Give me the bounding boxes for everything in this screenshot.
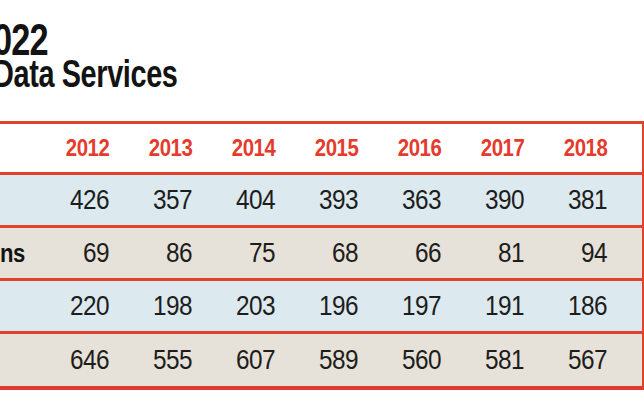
cell-value: 203: [236, 290, 275, 322]
value-cell: 381: [524, 184, 607, 216]
cell-value: 404: [236, 184, 275, 216]
value-cell: 66: [358, 237, 441, 269]
cell-value: 555: [153, 344, 192, 376]
cell-value: 560: [402, 344, 441, 376]
year-header-label: 2014: [231, 134, 275, 162]
cell-value: 94: [581, 237, 607, 269]
table-row: 646 555 607 589 560 581 567: [0, 334, 644, 386]
year-header-label: 2016: [397, 134, 441, 162]
table-header-row: 2012 2013 2014 2015 2016 2017 2018: [0, 124, 644, 172]
value-cell: 567: [524, 344, 607, 376]
value-cell: 393: [275, 184, 358, 216]
cell-value: 589: [319, 344, 358, 376]
cell-value: 66: [415, 237, 441, 269]
value-cell: 186: [524, 290, 607, 322]
year-header: 2012: [26, 134, 109, 162]
value-cell: 197: [358, 290, 441, 322]
value-cell: 203: [192, 290, 275, 322]
value-cell: 363: [358, 184, 441, 216]
page-title: 022 Data Services: [0, 22, 236, 91]
page-title-line2: Data Services: [0, 58, 178, 91]
value-cell: 404: [192, 184, 275, 216]
row-label-cell: [0, 351, 26, 369]
cell-value: 86: [166, 237, 192, 269]
cell-value: 581: [485, 344, 524, 376]
year-header: 2016: [358, 134, 441, 162]
table-row: 426 357 404 393 363 390 381: [0, 175, 644, 225]
value-cell: 191: [441, 290, 524, 322]
value-cell: 81: [441, 237, 524, 269]
value-cell: 75: [192, 237, 275, 269]
cell-value: 69: [83, 237, 109, 269]
cell-value: 363: [402, 184, 441, 216]
value-cell: 390: [441, 184, 524, 216]
cell-value: 381: [568, 184, 607, 216]
cell-value: 607: [236, 344, 275, 376]
year-header: 2013: [109, 134, 192, 162]
year-header-label: 2017: [480, 134, 524, 162]
value-cell: 560: [358, 344, 441, 376]
cell-value: 75: [249, 237, 275, 269]
value-cell: 68: [275, 237, 358, 269]
value-cell: 357: [109, 184, 192, 216]
cell-value: 196: [319, 290, 358, 322]
value-cell: 69: [26, 237, 109, 269]
year-header: 2014: [192, 134, 275, 162]
year-header-label: 2013: [148, 134, 192, 162]
cell-value: 646: [70, 344, 109, 376]
cell-value: 357: [153, 184, 192, 216]
row-label: ns: [0, 238, 25, 269]
value-cell: 86: [109, 237, 192, 269]
data-table: 2012 2013 2014 2015 2016 2017 2018 426 3…: [0, 121, 644, 390]
value-cell: 198: [109, 290, 192, 322]
cell-value: 390: [485, 184, 524, 216]
row-label-cell: ns: [0, 238, 26, 269]
year-header-label: 2015: [314, 134, 358, 162]
year-header-label: 2018: [563, 134, 607, 162]
cell-value: 191: [485, 290, 524, 322]
value-cell: 581: [441, 344, 524, 376]
year-header: 2015: [275, 134, 358, 162]
table-row: ns 69 86 75 68 66 81 94: [0, 228, 644, 278]
cell-value: 393: [319, 184, 358, 216]
value-cell: 589: [275, 344, 358, 376]
divider-bottom: [0, 386, 644, 390]
value-cell: 646: [26, 344, 109, 376]
value-cell: 607: [192, 344, 275, 376]
cell-value: 186: [568, 290, 607, 322]
cell-value: 68: [332, 237, 358, 269]
value-cell: 94: [524, 237, 607, 269]
cell-value: 567: [568, 344, 607, 376]
row-label-cell: [0, 297, 26, 315]
cell-value: 197: [402, 290, 441, 322]
year-header-label: 2012: [65, 134, 109, 162]
value-cell: 196: [275, 290, 358, 322]
cell-value: 198: [153, 290, 192, 322]
page: 022 Data Services 2012 2013 2014 2015 20…: [0, 0, 644, 414]
cell-value: 220: [70, 290, 109, 322]
year-header: 2017: [441, 134, 524, 162]
cell-value: 81: [498, 237, 524, 269]
year-header: 2018: [524, 134, 607, 162]
row-label-cell: [0, 191, 26, 209]
value-cell: 555: [109, 344, 192, 376]
cell-value: 426: [70, 184, 109, 216]
table-row: 220 198 203 196 197 191 186: [0, 281, 644, 331]
value-cell: 220: [26, 290, 109, 322]
value-cell: 426: [26, 184, 109, 216]
